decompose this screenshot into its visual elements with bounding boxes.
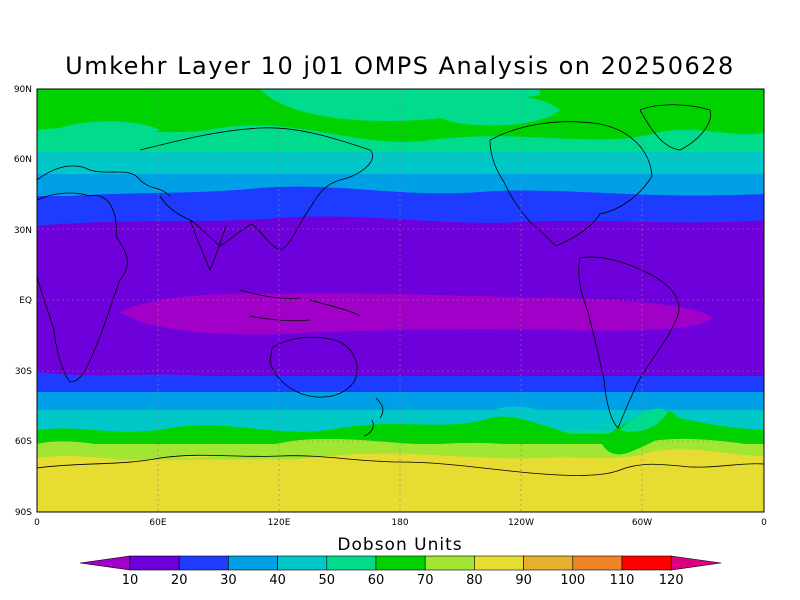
colorbar: 10 20 30 40 50 60 70 80 90 100 110 120 xyxy=(79,555,722,588)
lon-label: 60W xyxy=(632,518,652,528)
colorbar-tick-label: 40 xyxy=(269,573,286,588)
lat-label: 30S xyxy=(15,367,32,377)
colorbar-high-arrow xyxy=(670,555,722,571)
ozone-field xyxy=(37,89,764,512)
colorbar-swatch xyxy=(424,555,475,571)
lon-label: 120W xyxy=(508,518,534,528)
colorbar-swatch xyxy=(474,555,524,571)
lat-label: 60N xyxy=(14,155,32,165)
colorbar-tick-label: 70 xyxy=(417,573,434,588)
colorbar-swatch xyxy=(326,555,377,571)
latitude-labels: 90N 60N 30N EQ 30S 60S 90S xyxy=(14,85,32,518)
colorbar-swatch xyxy=(375,555,426,571)
colorbar-title: Dobson Units xyxy=(337,535,463,555)
colorbar-tick-label: 90 xyxy=(515,573,532,588)
colorbar-tick-label: 80 xyxy=(466,573,483,588)
colorbar-swatch xyxy=(523,555,574,571)
lon-label: 180 xyxy=(391,518,408,528)
lat-label: 60S xyxy=(15,437,32,447)
coastlines xyxy=(37,104,764,476)
colorbar-swatch xyxy=(572,555,623,571)
lon-label: 60E xyxy=(149,518,166,528)
colorbar-tick-label: 60 xyxy=(368,573,385,588)
colorbar-low-arrow xyxy=(79,555,131,571)
colorbar-tick-label: 110 xyxy=(610,573,635,588)
colorbar-tick-label: 30 xyxy=(220,573,237,588)
colorbar-tick-label: 50 xyxy=(319,573,336,588)
colorbar-swatch xyxy=(621,555,672,571)
graticule xyxy=(37,89,764,512)
lon-label: 0 xyxy=(34,518,40,528)
lat-label: 90N xyxy=(14,85,32,95)
longitude-labels: 0 60E 120E 180 120W 60W 0 xyxy=(34,518,767,528)
map-title: Umkehr Layer 10 j01 OMPS Analysis on 202… xyxy=(65,52,735,80)
lon-label: 0 xyxy=(761,518,767,528)
colorbar-tick-label: 120 xyxy=(659,573,684,588)
lat-label: 30N xyxy=(14,226,32,236)
colorbar-tick-label: 10 xyxy=(122,573,139,588)
lat-label: EQ xyxy=(19,296,32,306)
colorbar-swatch xyxy=(277,555,328,571)
colorbar-swatch xyxy=(129,555,180,571)
colorbar-swatch xyxy=(228,555,278,571)
map-frame xyxy=(36,88,765,513)
colorbar-swatch xyxy=(178,555,229,571)
lon-label: 120E xyxy=(268,518,291,528)
colorbar-tick-label: 20 xyxy=(171,573,188,588)
lat-label: 90S xyxy=(15,508,32,518)
colorbar-tick-label: 100 xyxy=(560,573,585,588)
